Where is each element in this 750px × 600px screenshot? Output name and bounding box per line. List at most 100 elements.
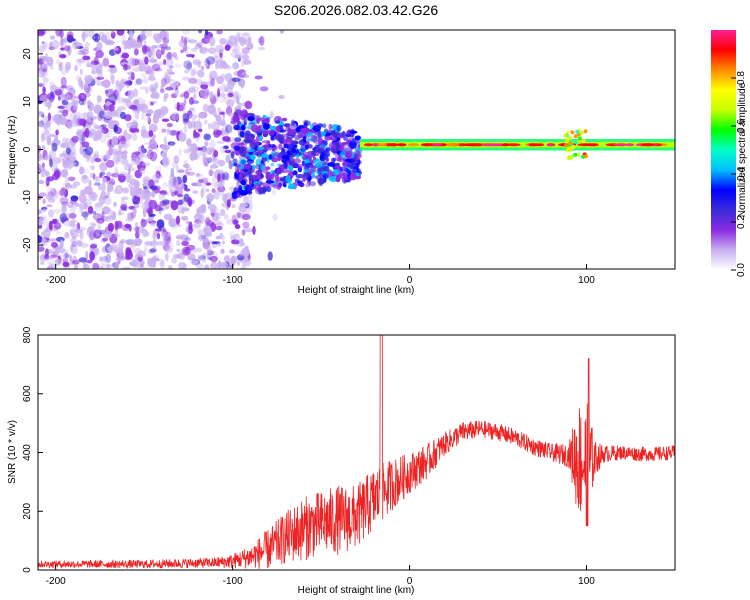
spectrogram-cell bbox=[224, 72, 233, 83]
spectrogram-cell bbox=[159, 88, 165, 94]
spectrogram-cell bbox=[120, 153, 128, 160]
spectrogram-cell bbox=[38, 82, 45, 87]
spectrogram-cell bbox=[81, 141, 90, 148]
spectrogram-cell bbox=[191, 119, 196, 129]
spectrogram-cell bbox=[332, 157, 336, 162]
spectrogram-cell bbox=[206, 188, 210, 192]
spectrogram-cell bbox=[49, 133, 56, 137]
spectrogram-cell bbox=[165, 156, 171, 165]
spectrogram-cell bbox=[340, 150, 347, 159]
spectrogram-cell bbox=[176, 240, 181, 246]
spectrogram-cell bbox=[151, 191, 155, 198]
spectrogram-cell bbox=[38, 64, 43, 74]
spectrogram-cell bbox=[61, 85, 67, 89]
spectrogram-cell bbox=[238, 146, 245, 154]
spectrogram-cell bbox=[54, 88, 63, 96]
spectrogram-cell bbox=[60, 37, 64, 47]
spectrogram-cell bbox=[163, 46, 171, 51]
spectrogram-cell bbox=[352, 137, 361, 142]
spectrogram-cell bbox=[38, 179, 45, 185]
spectrogram-cell bbox=[528, 143, 541, 147]
spectrogram-cell bbox=[77, 49, 85, 56]
spectrogram-cell bbox=[40, 132, 45, 142]
spectrogram-cell bbox=[195, 138, 200, 142]
spectrogram-cell bbox=[295, 164, 304, 169]
spectrogram-cell bbox=[177, 199, 183, 206]
spectrogram-cell bbox=[168, 242, 174, 251]
spectrogram-cell bbox=[120, 201, 128, 207]
spectrogram-cell bbox=[72, 40, 80, 50]
spectrogram-cell bbox=[152, 173, 161, 183]
spectrogram-cell bbox=[106, 172, 112, 177]
top-x-tick-label: -200 bbox=[46, 275, 66, 286]
spectrogram-cell bbox=[54, 258, 62, 266]
spectrogram-cell bbox=[79, 203, 84, 214]
spectrogram-cell bbox=[155, 61, 165, 67]
spectrogram-cell bbox=[73, 264, 78, 269]
spectrogram-cell bbox=[62, 261, 70, 267]
spectrogram-cell bbox=[133, 203, 140, 209]
spectrogram-cell bbox=[40, 170, 45, 178]
spectrogram-cell bbox=[71, 218, 77, 224]
spectrogram-cell bbox=[257, 125, 262, 133]
spectrogram-cell bbox=[40, 94, 49, 103]
spectrogram-cell bbox=[240, 180, 247, 185]
spectrogram-cell bbox=[84, 41, 90, 49]
spectrogram-cell bbox=[128, 224, 132, 232]
spectrogram-cell bbox=[102, 33, 108, 43]
spectrogram-cell bbox=[196, 173, 201, 177]
spectrogram-cell bbox=[197, 229, 204, 236]
spectrogram-cell bbox=[189, 107, 195, 111]
spectrogram-cell bbox=[176, 193, 184, 198]
spectrogram-cell bbox=[446, 143, 455, 147]
spectrogram-cell bbox=[151, 44, 158, 49]
spectrogram-cell bbox=[149, 248, 157, 253]
spectrogram-cell bbox=[151, 63, 161, 72]
spectrogram-cell bbox=[160, 77, 167, 87]
top-x-axis: -200 -100 0 100 bbox=[46, 264, 595, 286]
spectrogram-cell bbox=[167, 180, 173, 191]
spectrogram-cell bbox=[108, 178, 116, 186]
spectrogram-cell bbox=[221, 192, 229, 202]
colorbar-tick-label: 0.4 bbox=[736, 167, 747, 181]
spectrogram-cell bbox=[53, 208, 62, 214]
spectrogram-cell bbox=[300, 144, 307, 152]
spectrogram-cell bbox=[241, 124, 246, 131]
spectrogram-cell bbox=[163, 94, 167, 102]
spectrogram-cell bbox=[44, 170, 50, 177]
spectrogram-cell bbox=[148, 213, 156, 217]
spectrogram-cell bbox=[235, 212, 241, 220]
spectrogram-cell bbox=[218, 186, 224, 196]
spectrogram-cell bbox=[300, 153, 304, 160]
spectrogram-cell bbox=[244, 171, 249, 178]
spectrogram-cell bbox=[111, 173, 120, 178]
spectrogram-cell bbox=[218, 182, 224, 188]
spectrogram-cell bbox=[191, 68, 197, 76]
top-y-tick-label: 10 bbox=[22, 96, 33, 108]
spectrogram-cell bbox=[187, 196, 192, 207]
spectrogram-cell bbox=[100, 182, 106, 192]
spectrogram-cell bbox=[211, 188, 216, 194]
spectrogram-cell bbox=[154, 179, 159, 184]
spectrogram-cell bbox=[263, 122, 270, 130]
spectrogram-cell bbox=[149, 185, 158, 190]
spectrogram-cell bbox=[72, 181, 81, 187]
spectrogram-cell bbox=[177, 205, 186, 214]
spectrogram-cell bbox=[231, 255, 237, 265]
spectrogram-cell bbox=[61, 99, 69, 106]
spectrogram-cell bbox=[209, 139, 216, 149]
spectrogram-cell bbox=[203, 133, 211, 141]
spectrogram-cell bbox=[281, 154, 290, 160]
spectrogram-cell bbox=[142, 207, 147, 218]
spectrogram-cell bbox=[128, 30, 134, 39]
spectrogram-cell bbox=[252, 225, 256, 235]
spectrogram-cell bbox=[343, 176, 349, 182]
spectrogram-cell bbox=[113, 188, 118, 195]
spectrogram-cell bbox=[187, 167, 193, 171]
spectrogram-cell bbox=[241, 47, 250, 55]
spectrogram-cell bbox=[218, 209, 226, 216]
top-y-axis: -20 -10 0 10 20 bbox=[22, 48, 43, 252]
spectrogram-cell bbox=[170, 130, 179, 136]
spectrogram-cell bbox=[303, 169, 309, 173]
spectrogram-cell bbox=[208, 47, 217, 54]
